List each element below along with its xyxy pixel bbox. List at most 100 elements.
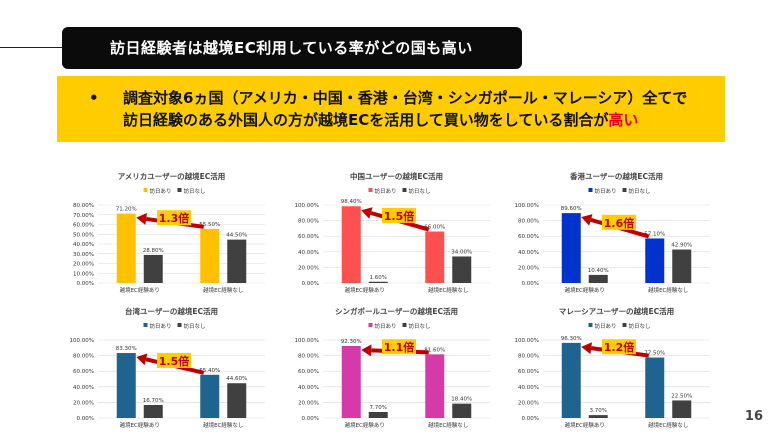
data-label: 57.10%: [644, 231, 665, 237]
data-label: 10.40%: [588, 268, 609, 274]
legend-swatch: [143, 323, 148, 327]
bar-not-visited: [227, 239, 247, 283]
y-tick-label: 0.00%: [302, 416, 319, 422]
ratio-badge-label: 1.2倍: [604, 340, 635, 354]
chart-title: アメリカユーザーの越境EC活用: [118, 171, 226, 181]
legend-swatch: [588, 188, 593, 192]
summary-line-2-text: 訪日経験のある外国人の方が越境ECを活用して買い物をしている割合が: [123, 111, 609, 129]
y-tick-label: 0.00%: [77, 416, 94, 422]
data-label: 42.90%: [671, 243, 692, 249]
legend-label: 訪日なし: [184, 322, 206, 330]
y-tick-label: 40.00%: [298, 385, 319, 391]
legend-swatch: [368, 188, 373, 192]
x-tick-label: 越境EC経験なし: [428, 421, 468, 429]
bullet-marker: •: [89, 89, 99, 107]
bar-not-visited: [588, 274, 608, 283]
bar-visited: [561, 213, 581, 283]
bar-visited: [645, 238, 665, 283]
data-label: 81.60%: [424, 347, 445, 353]
legend-label: 訪日なし: [409, 187, 431, 195]
chart-title: 台湾ユーザーの越境EC活用: [125, 306, 218, 316]
y-tick-label: 40.00%: [73, 242, 94, 248]
y-tick-label: 20.00%: [298, 400, 319, 406]
data-label: 66.00%: [424, 225, 445, 231]
data-label: 16.70%: [143, 398, 164, 404]
x-tick-label: 越境EC経験なし: [648, 421, 688, 429]
chart-title: 中国ユーザーの越境EC活用: [350, 171, 443, 181]
legend-label: 訪日なし: [629, 322, 651, 330]
data-label: 55.40%: [199, 368, 220, 374]
y-tick-label: 70.00%: [73, 213, 94, 219]
data-label: 3.70%: [590, 408, 607, 414]
y-tick-label: 60.00%: [298, 369, 319, 375]
bar-visited: [116, 213, 136, 283]
ratio-badge-label: 1.1倍: [384, 340, 415, 354]
x-tick-label: 越境EC経験なし: [428, 286, 468, 294]
chart-title: 香港ユーザーの越境EC活用: [569, 171, 663, 181]
ratio-badge: [157, 210, 191, 226]
y-tick-label: 100.00%: [295, 203, 319, 209]
legend-label: 訪日なし: [184, 187, 206, 195]
x-tick-label: 越境EC経験なし: [648, 286, 688, 294]
y-tick-label: 30.00%: [73, 252, 94, 258]
legend-swatch: [368, 323, 373, 327]
summary-line-1: 調査対象6ヵ国（アメリカ・中国・香港・台湾・シンガポール・マレーシア）全てで: [123, 89, 688, 107]
x-tick-label: 越境EC経験あり: [345, 421, 385, 429]
data-label: 1.60%: [370, 275, 387, 281]
data-label: 34.00%: [451, 249, 472, 255]
y-tick-label: 80.00%: [73, 203, 94, 209]
legend-swatch: [622, 188, 627, 192]
page-number: 16: [744, 409, 763, 424]
legend-label: 訪日あり: [150, 187, 172, 195]
y-tick-label: 60.00%: [518, 369, 539, 375]
bar-visited: [200, 228, 220, 283]
data-label: 22.50%: [671, 393, 692, 399]
ratio-arrow-head: [136, 353, 148, 366]
legend-swatch: [622, 323, 627, 327]
legend-label: 訪日あり: [375, 322, 397, 330]
y-tick-label: 60.00%: [73, 223, 94, 229]
y-tick-label: 20.00%: [518, 265, 539, 271]
y-tick-label: 60.00%: [73, 369, 94, 375]
x-tick-label: 越境EC経験あり: [565, 286, 605, 294]
bar-visited: [116, 353, 136, 418]
ratio-badge: [602, 214, 636, 230]
x-tick-label: 越境EC経験あり: [120, 421, 160, 429]
data-label: 89.60%: [561, 206, 582, 212]
x-tick-label: 越境EC経験あり: [565, 421, 605, 429]
bar-visited: [645, 357, 665, 418]
y-tick-label: 0.00%: [302, 281, 319, 287]
legend-swatch: [177, 188, 182, 192]
bar-not-visited: [143, 254, 163, 283]
data-label: 44.60%: [226, 376, 247, 382]
data-label: 18.40%: [451, 397, 472, 403]
y-tick-label: 20.00%: [73, 400, 94, 406]
data-label: 7.70%: [370, 405, 387, 411]
y-tick-label: 10.00%: [73, 271, 94, 277]
bar-not-visited: [588, 415, 608, 418]
bar-visited: [561, 342, 581, 418]
bar-visited: [341, 346, 361, 418]
y-tick-label: 50.00%: [73, 232, 94, 238]
ratio-badge: [157, 352, 191, 368]
y-tick-label: 40.00%: [298, 250, 319, 256]
header-rule-line: [0, 47, 70, 48]
x-tick-label: 越境EC経験なし: [203, 421, 243, 429]
ratio-arrow-head: [581, 214, 593, 226]
y-tick-label: 60.00%: [298, 234, 319, 240]
ratio-arrow-head: [136, 213, 147, 225]
legend-label: 訪日あり: [150, 322, 172, 330]
y-tick-label: 100.00%: [70, 338, 94, 344]
data-label: 83.30%: [116, 346, 137, 352]
y-tick-label: 0.00%: [522, 416, 539, 422]
ratio-arrow-head: [361, 207, 373, 219]
data-label: 55.50%: [199, 222, 220, 228]
bar-not-visited: [452, 256, 472, 283]
summary-line-2: 訪日経験のある外国人の方が越境ECを活用して買い物をしている割合が高い: [123, 109, 638, 131]
